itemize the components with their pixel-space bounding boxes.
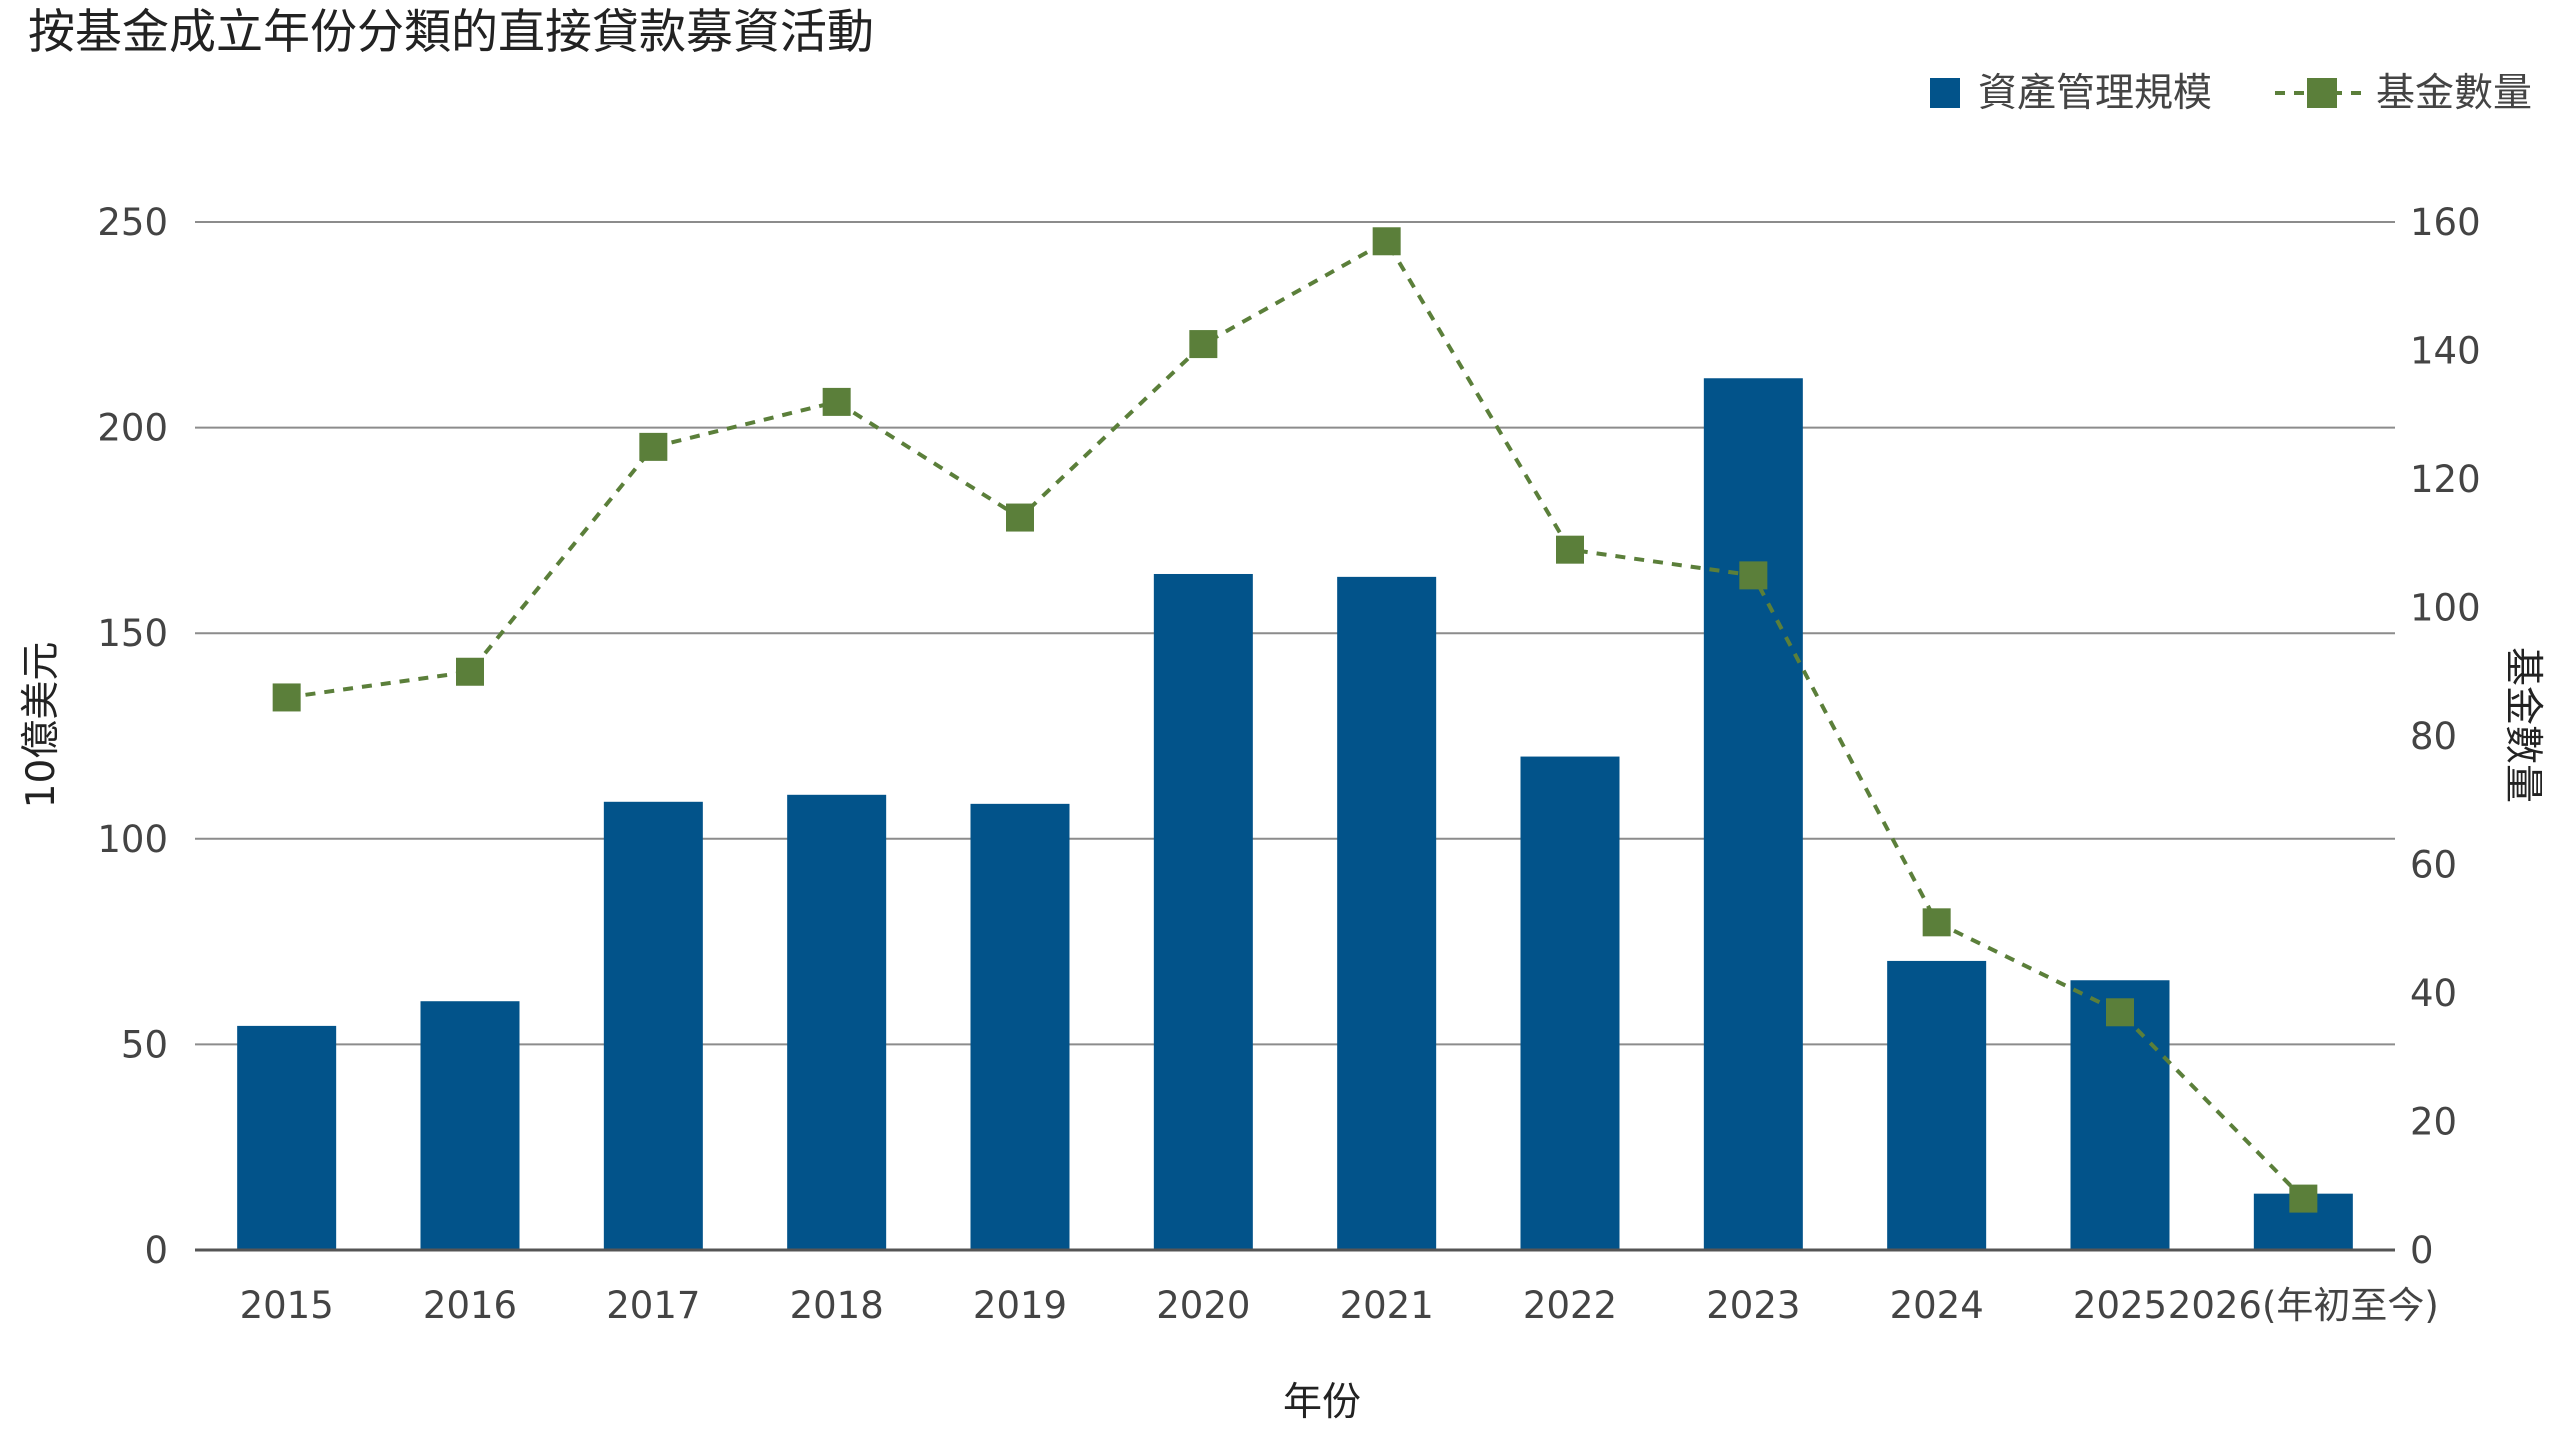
fund-count-marker-2017 [639,432,668,461]
x-tick-label: 2022 [1523,1284,1617,1327]
x-tick-label: 2015 [240,1284,334,1327]
y-tick-label-left: 200 [97,407,168,450]
y-axis-title-left: 10億美元 [19,642,64,809]
y-tick-label-left: 150 [97,612,168,655]
x-tick-label: 2017 [606,1284,700,1327]
bar-series-aum [237,378,2353,1251]
bar-2017 [603,801,703,1250]
left-axis-ticks: 0 50 100 150 200 250 [97,201,168,1272]
fund-count-marker-2018 [822,387,851,416]
y-tick-label-left: 100 [97,818,168,861]
bar-2022 [1520,756,1620,1250]
fund-count-marker-2021 [1372,227,1401,256]
legend-swatch-aum [1930,78,1960,108]
legend-label-fund-count: 基金數量 [2376,71,2532,116]
bar-2015 [237,1025,337,1250]
y-tick-label-left: 50 [121,1023,168,1066]
x-tick-label: 2023 [1706,1284,1800,1327]
fund-count-marker-2026(年初至今) [2289,1184,2318,1213]
y-tick-label-right: 80 [2410,715,2457,758]
bar-2020 [1153,573,1253,1250]
fund-count-line [286,238,2305,1201]
bar-2023 [1703,378,1803,1251]
x-tick-label: 2026(年初至今) [2168,1284,2439,1327]
bar-2024 [1887,960,1987,1250]
line-series-fund-count [272,227,2318,1213]
y-tick-label-right: 100 [2410,587,2481,630]
fund-count-marker-2025 [2106,998,2134,1027]
legend: 資產管理規模 基金數量 [1930,71,2532,116]
y-tick-label-right: 120 [2410,458,2481,501]
y-tick-label-right: 40 [2410,972,2457,1015]
y-tick-label-right: 20 [2410,1101,2457,1144]
x-tick-label: 2025 [2073,1284,2167,1327]
y-tick-label-right: 0 [2410,1229,2434,1272]
legend-label-aum: 資產管理規模 [1978,71,2212,116]
gridlines [195,221,2395,1046]
fund-count-marker-2023 [1739,561,1768,590]
y-tick-label-right: 160 [2410,201,2481,244]
x-tick-label: 2018 [790,1284,884,1327]
x-tick-label: 2020 [1156,1284,1250,1327]
right-axis-ticks: 0 20 40 60 80 100 120 140 160 [2410,201,2481,1272]
y-tick-label-right: 140 [2410,330,2481,373]
legend-marker-fund-count [2307,78,2337,108]
y-axis-title-right: 基金數量 [2500,647,2545,803]
fund-count-marker-2024 [1922,908,1951,937]
fund-count-marker-2022 [1556,535,1584,564]
x-tick-label: 2016 [423,1284,517,1327]
bar-2019 [970,803,1070,1250]
bar-2016 [420,1001,520,1250]
x-axis-title: 年份 [1283,1380,1361,1425]
y-tick-label-left: 0 [144,1229,168,1272]
x-tick-label: 2021 [1340,1284,1434,1327]
chart-title: 按基金成立年份分類的直接貸款募資活動 [28,5,874,60]
x-tick-label: 2024 [1890,1284,1984,1327]
y-tick-label-right: 60 [2410,844,2457,887]
bar-2018 [787,794,887,1250]
fund-count-marker-2016 [456,657,484,686]
y-tick-label-left: 250 [97,201,168,244]
bar-2021 [1337,576,1437,1250]
fund-count-marker-2019 [1006,503,1034,532]
fund-count-marker-2015 [272,683,301,712]
fund-count-marker-2020 [1189,330,1218,359]
x-tick-label: 2019 [973,1284,1067,1327]
x-axis-ticks: 2015 2016 2017 2018 2019 2020 2021 2022 2023 2024… [240,1284,2439,1327]
